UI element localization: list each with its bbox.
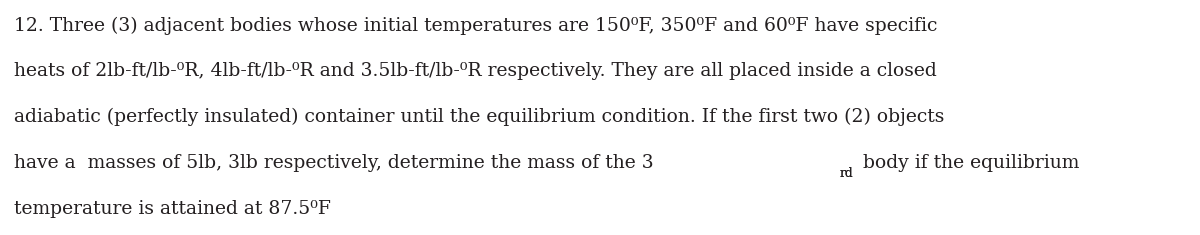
- Text: rd: rd: [840, 167, 853, 180]
- Text: have a  masses of 5lb, 3lb respectively, determine the mass of the 3: have a masses of 5lb, 3lb respectively, …: [14, 154, 654, 172]
- Text: 12. Three (3) adjacent bodies whose initial temperatures are 150⁰F, 350⁰F and 60: 12. Three (3) adjacent bodies whose init…: [14, 16, 937, 35]
- Text: body if the equilibrium: body if the equilibrium: [857, 154, 1080, 172]
- Text: rd: rd: [840, 167, 853, 180]
- Text: heats of 2lb-ft/lb-⁰R, 4lb-ft/lb-⁰R and 3.5lb-ft/lb-⁰R respectively. They are al: heats of 2lb-ft/lb-⁰R, 4lb-ft/lb-⁰R and …: [14, 62, 937, 80]
- Text: temperature is attained at 87.5⁰F: temperature is attained at 87.5⁰F: [14, 200, 331, 218]
- Text: adiabatic (perfectly insulated) container until the equilibrium condition. If th: adiabatic (perfectly insulated) containe…: [14, 108, 944, 126]
